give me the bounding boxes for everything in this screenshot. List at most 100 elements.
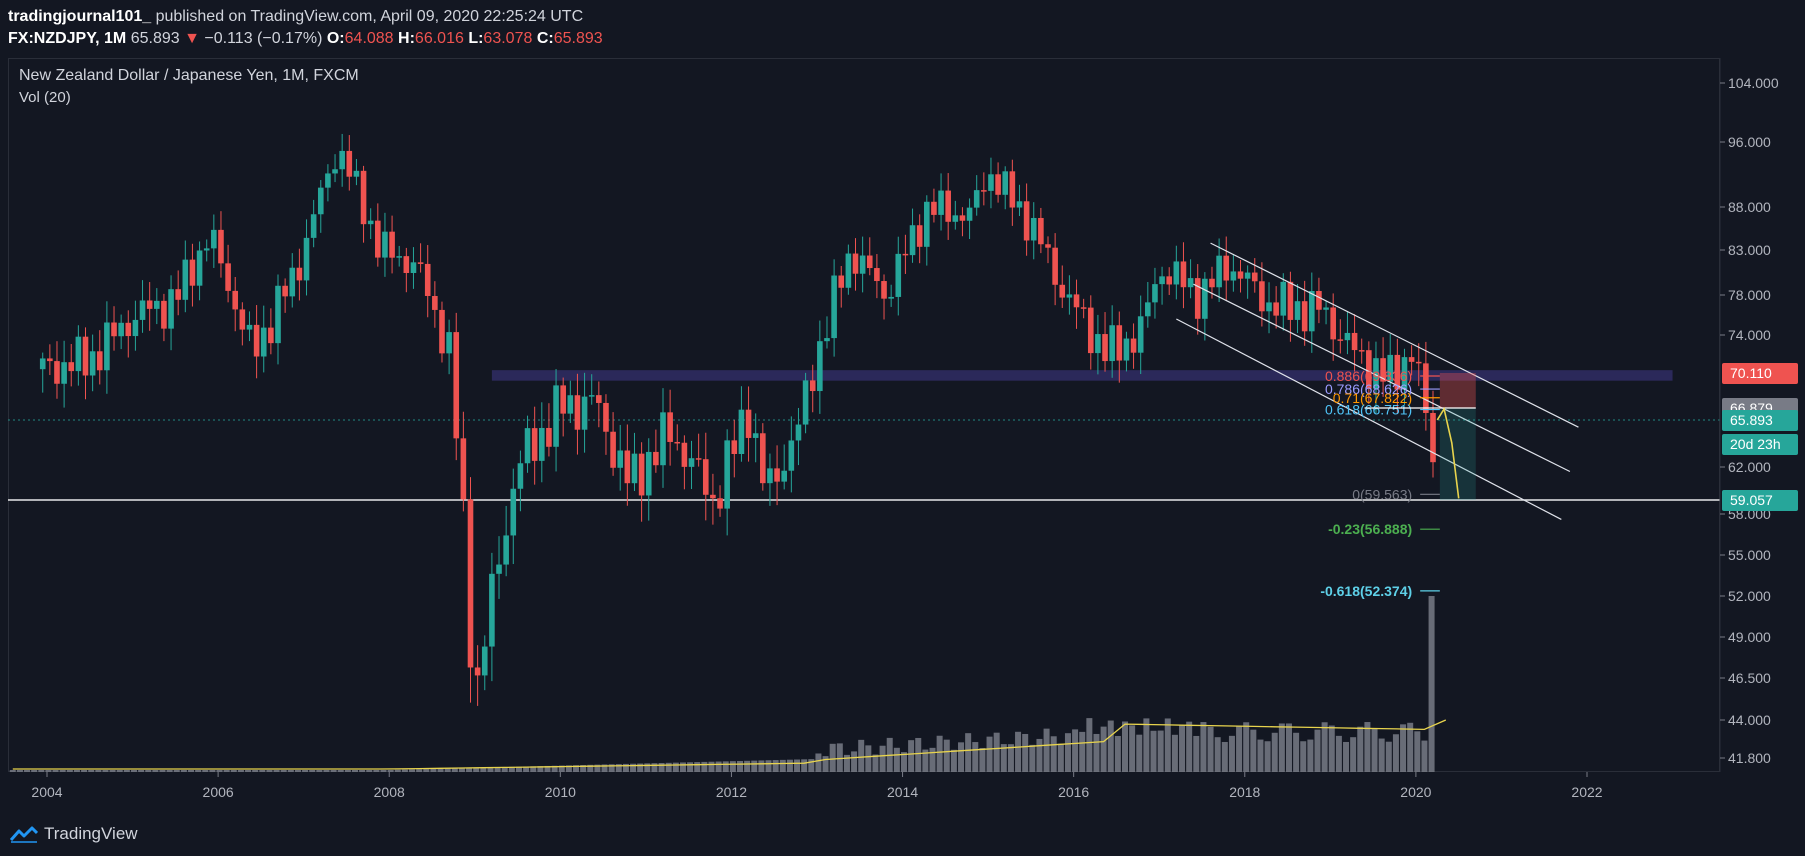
volume-bar: [565, 765, 572, 772]
candle-body: [275, 285, 281, 344]
volume-bar: [180, 770, 187, 772]
volume-bar: [1350, 737, 1357, 772]
author-name[interactable]: tradingjournal101_: [8, 8, 152, 25]
x-tick-label: 2006: [203, 784, 234, 800]
volume-bar: [1022, 733, 1029, 772]
candle-body: [489, 573, 495, 647]
candle-body: [1415, 361, 1422, 364]
candle-body: [538, 427, 545, 461]
volume-bar: [1243, 722, 1250, 772]
candle-body: [82, 336, 89, 376]
open-label: O:: [326, 30, 345, 47]
channel-line: [1176, 318, 1562, 520]
candle-body: [446, 332, 452, 354]
indicator-legend[interactable]: Vol (20): [19, 89, 71, 106]
high-label: H:: [398, 30, 415, 47]
volume-bar: [530, 766, 537, 772]
candle-body: [1194, 278, 1201, 319]
x-tick-label: 2022: [1571, 784, 1602, 800]
candle-body: [531, 428, 538, 461]
candle-body: [923, 201, 930, 247]
candle-body: [1273, 302, 1279, 316]
x-tick-label: 2008: [374, 784, 405, 800]
volume-bar: [1407, 722, 1414, 772]
candle-body: [1401, 357, 1408, 390]
volume-bar: [444, 768, 451, 772]
volume-bar: [1079, 731, 1086, 772]
price-axis-badge: [1722, 490, 1798, 511]
candle-body: [688, 458, 695, 467]
volume-bar: [1264, 741, 1271, 772]
candle-body: [767, 468, 773, 484]
candle-body: [1351, 332, 1358, 351]
volume-bar: [501, 767, 508, 772]
series-legend-title[interactable]: New Zealand Dollar / Japanese Yen, 1M, F…: [19, 67, 359, 84]
candle-body: [838, 275, 845, 288]
candle-body: [859, 255, 866, 274]
volume-bar: [915, 737, 922, 772]
volume-bar: [1200, 722, 1207, 772]
candle-body: [1016, 201, 1023, 208]
close-value: 65.893: [553, 30, 603, 47]
candle-body: [325, 173, 331, 188]
y-tick-label: 62.000: [1728, 459, 1771, 475]
candle-body: [574, 395, 581, 430]
volume-bar: [1400, 724, 1407, 772]
candle-body: [1066, 294, 1073, 298]
candle-body: [153, 300, 160, 309]
volume-ma-line: [12, 719, 1447, 770]
volume-bar: [109, 770, 116, 772]
volume-bar: [237, 770, 244, 772]
volume-bar: [929, 747, 936, 772]
volume-bar: [1278, 723, 1285, 772]
candle-body: [39, 358, 46, 370]
candle-body: [745, 409, 752, 438]
volume-bar: [373, 770, 380, 772]
footer-brand[interactable]: TradingView: [10, 820, 138, 848]
candle-body: [175, 289, 181, 300]
volume-bar: [1100, 726, 1107, 772]
candle-body: [218, 229, 224, 264]
publish-header: tradingjournal101_ published on TradingV…: [0, 0, 1805, 56]
volume-bar: [81, 770, 88, 772]
volume-bar: [1000, 744, 1007, 772]
volume-bar: [31, 770, 38, 772]
volume-bar: [73, 770, 80, 772]
fib-level-label: 0.618(66.751): [1325, 402, 1412, 418]
candle-body: [1045, 244, 1051, 248]
candle-body: [1301, 301, 1308, 332]
volume-bar: [879, 745, 886, 772]
fib-level-label: 0.886(69.836): [1325, 368, 1412, 384]
volume-bar: [594, 764, 601, 772]
volume-bar: [772, 760, 779, 772]
volume-bar: [116, 770, 123, 772]
volume-bar: [872, 754, 879, 772]
volume-bar: [451, 768, 458, 772]
candle-body: [638, 453, 645, 496]
volume-bar: [979, 747, 986, 772]
volume-bar: [1271, 732, 1278, 772]
volume-bar: [822, 756, 829, 772]
price-axis-badge: [1722, 363, 1798, 384]
candle-body: [702, 459, 709, 495]
volume-bar: [273, 770, 280, 772]
candle-body: [1430, 412, 1436, 463]
symbol-label[interactable]: FX:NZDJPY, 1M: [8, 30, 127, 47]
volume-bar: [1193, 735, 1200, 772]
candle-body: [781, 470, 788, 482]
open-value: 64.088: [344, 30, 394, 47]
change-arrow-icon: ▼: [184, 30, 200, 47]
volume-bar: [708, 761, 715, 772]
volume-bar: [972, 742, 979, 772]
candle-body: [1166, 276, 1173, 285]
candle-body: [104, 322, 110, 371]
volume-bar: [480, 767, 487, 772]
y-tick-label: 74.000: [1728, 327, 1771, 343]
volume-bar: [908, 740, 915, 772]
volume-bar: [138, 770, 145, 772]
candle-body: [1408, 357, 1415, 362]
candle-body: [824, 338, 830, 342]
price-chart[interactable]: 0.886(69.836)0.786(68.626)0.71(67.822)0.…: [0, 0, 1805, 800]
candle-body: [774, 468, 780, 482]
candle-body: [1330, 307, 1336, 340]
